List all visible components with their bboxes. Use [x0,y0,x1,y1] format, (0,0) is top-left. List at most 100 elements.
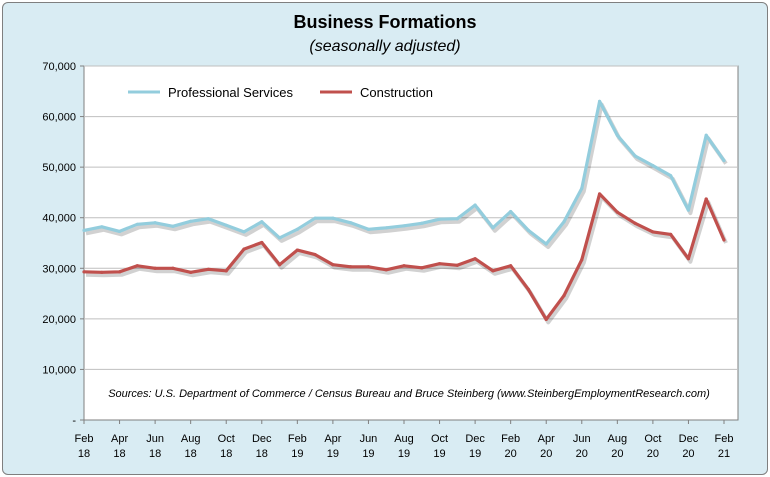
data-point-professional-services [135,222,139,226]
x-tick-year: 21 [718,448,730,460]
data-point-construction [437,262,442,266]
data-point-professional-services [313,216,317,220]
data-point-construction [473,257,477,261]
legend: Professional Services Construction [128,85,433,100]
data-point-construction [100,270,104,274]
data-point-professional-services [260,220,264,224]
data-point-professional-services [295,227,299,231]
x-tick-month: Dec [465,433,485,445]
data-point-professional-services [153,221,157,225]
y-axis-ticks: - 10,000 20,000 30,000 40,000 50,000 60,000 70,… [42,61,84,427]
data-point-construction [366,265,371,269]
data-point-professional-services [633,154,637,158]
data-point-professional-services [349,221,353,225]
data-point-professional-services [491,226,495,230]
data-point-construction [633,221,637,225]
data-point-professional-services [455,217,459,221]
data-point-construction [402,264,406,268]
data-point-construction [686,257,691,261]
data-point-construction [82,270,86,274]
legend-label-construction: Construction [360,85,433,100]
data-point-construction [722,238,726,242]
x-tick-year: 18 [149,448,161,460]
data-point-professional-services [224,223,228,227]
y-tick-label: - [72,415,76,427]
x-tick-year: 18 [113,448,125,460]
x-tick-year: 18 [256,448,268,460]
data-point-construction [491,269,495,273]
x-tick-year: 19 [291,448,303,460]
x-tick-month: Jun [573,433,591,445]
data-point-construction [562,293,566,298]
y-tick-label: 40,000 [42,213,76,225]
y-tick-label: 20,000 [42,314,76,326]
x-tick-year: 18 [78,448,90,460]
data-point-professional-services [509,210,513,214]
x-tick-month: Dec [252,433,272,445]
data-point-professional-services [669,174,673,178]
gridlines [84,65,738,370]
x-tick-year: 19 [433,448,445,460]
data-point-construction [580,258,584,262]
x-tick-month: Dec [679,433,699,445]
x-tick-month: Oct [431,433,448,445]
data-point-construction [331,263,335,267]
data-point-professional-services [722,158,726,163]
x-tick-year: 20 [647,448,659,460]
y-tick-label: 10,000 [42,364,76,376]
data-point-professional-services [580,186,584,190]
data-point-professional-services [420,221,424,225]
data-point-professional-services [597,99,602,103]
data-point-construction [295,248,299,252]
x-tick-month: Feb [75,433,94,445]
y-tick-label: 70,000 [42,61,76,73]
data-point-construction [260,240,264,245]
data-point-construction [651,230,655,234]
data-point-professional-services [651,164,655,168]
data-point-construction [153,266,157,270]
data-point-construction [242,247,246,251]
data-point-construction [224,269,228,273]
data-point-professional-services [384,226,388,230]
data-point-construction [615,210,619,214]
series-lines [82,99,728,325]
x-tick-month: Jun [146,433,164,445]
data-point-professional-services [402,224,406,228]
data-point-professional-services [171,224,175,228]
data-point-professional-services [206,217,211,221]
x-tick-month: Oct [218,433,235,445]
x-tick-month: Aug [394,433,414,445]
legend-label-professional-services: Professional Services [168,85,293,100]
data-point-professional-services [331,216,335,220]
x-tick-year: 19 [398,448,410,460]
x-tick-month: Apr [111,433,128,445]
y-tick-label: 50,000 [42,162,76,174]
data-point-construction [349,265,353,269]
data-point-professional-services [686,208,691,212]
data-point-construction [509,264,513,268]
x-axis-ticks: Feb 18 Apr 18 Jun 18 Aug 18 Oct 18 Dec 18 Feb 19 Apr 19… [75,420,733,460]
data-point-construction [135,264,139,268]
data-point-professional-services [100,225,104,229]
x-tick-year: 19 [469,448,481,460]
data-point-professional-services [277,236,282,240]
plot-area [83,65,739,421]
x-tick-month: Feb [288,433,307,445]
data-point-professional-services [366,227,371,231]
x-tick-year: 20 [576,448,588,460]
data-point-construction [526,287,531,292]
data-point-professional-services [473,203,477,207]
data-point-construction [384,268,388,272]
x-tick-year: 19 [327,448,339,460]
data-point-construction [455,263,459,267]
data-point-professional-services [82,228,86,232]
data-point-construction [277,263,282,267]
data-point-professional-services [189,219,193,223]
chart-subtitle: (seasonally adjusted) [309,38,461,55]
y-tick-label: 30,000 [42,263,76,275]
data-point-professional-services [526,228,531,232]
data-point-construction [544,317,548,321]
y-tick-label: 60,000 [42,112,76,124]
data-point-professional-services [544,242,548,246]
